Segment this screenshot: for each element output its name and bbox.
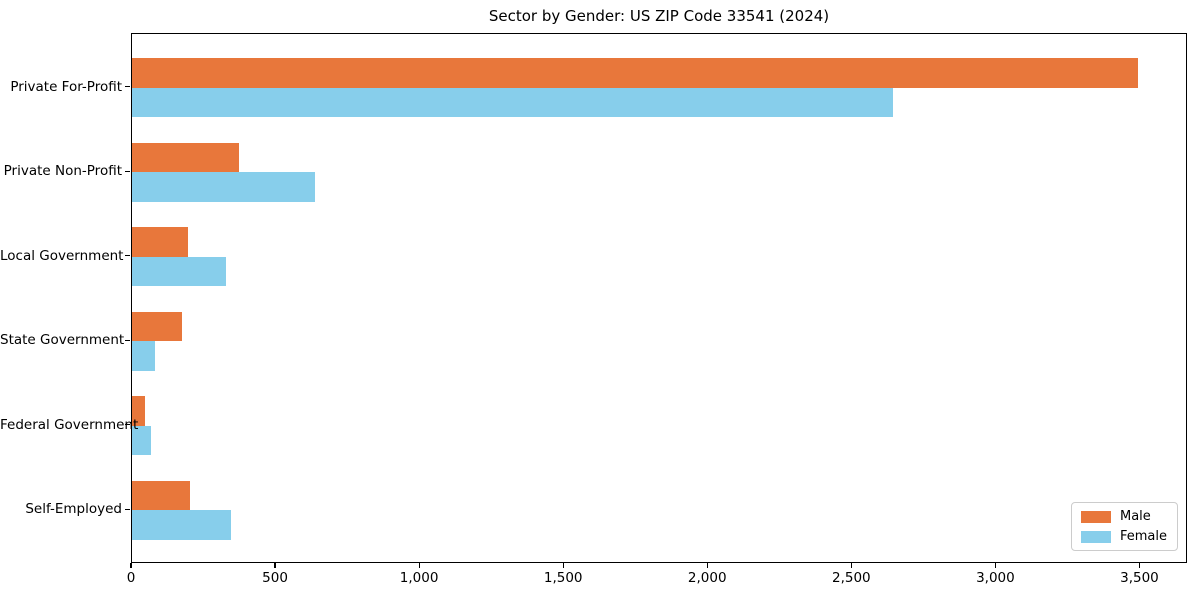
x-tick-mark bbox=[1138, 563, 1141, 568]
bar-male-self-employed bbox=[132, 480, 190, 511]
legend-label-male: Male bbox=[1119, 509, 1151, 524]
x-tick-label: 3,500 bbox=[1120, 570, 1159, 586]
x-tick-mark bbox=[706, 563, 708, 568]
bar-female-self-employed bbox=[132, 510, 232, 540]
bar-male-federal-government bbox=[132, 396, 145, 426]
x-tick-mark bbox=[562, 563, 564, 568]
bar-female-private-non-profit bbox=[132, 172, 315, 202]
x-tick-label: 1,000 bbox=[399, 570, 439, 586]
chart-title: Sector by Gender: US ZIP Code 33541 (202… bbox=[488, 7, 830, 25]
bar-male-state-government bbox=[132, 311, 183, 342]
legend-swatch-male bbox=[1080, 510, 1111, 523]
x-tick-label: 3,000 bbox=[976, 570, 1015, 586]
bar-female-state-government bbox=[132, 341, 156, 371]
y-tick-label-state-government: State Government bbox=[0, 332, 125, 349]
x-tick-label: 1,500 bbox=[543, 570, 583, 586]
y-tick-mark bbox=[125, 86, 130, 88]
y-tick-label-private-non-profit: Private Non-Profit bbox=[3, 163, 122, 180]
x-tick-mark bbox=[994, 563, 996, 568]
legend-swatch-female bbox=[1080, 530, 1111, 543]
bar-female-federal-government bbox=[132, 425, 151, 456]
legend-entry-female: Female bbox=[1080, 529, 1167, 544]
x-tick-label: 2,500 bbox=[831, 570, 871, 586]
y-tick-label-private-for-profit: Private For-Profit bbox=[10, 78, 122, 95]
y-tick-mark bbox=[125, 424, 130, 426]
x-tick-mark bbox=[418, 563, 420, 568]
x-tick-label: 500 bbox=[262, 570, 288, 586]
bar-male-local-government bbox=[132, 227, 189, 257]
x-tick-mark bbox=[850, 563, 852, 568]
y-tick-mark bbox=[125, 339, 130, 341]
y-tick-label-self-employed: Self-Employed bbox=[25, 501, 122, 518]
y-tick-mark bbox=[125, 170, 130, 172]
bar-male-private-non-profit bbox=[132, 142, 239, 173]
y-tick-label-local-government: Local Government bbox=[0, 247, 124, 264]
bar-female-private-for-profit bbox=[132, 87, 893, 118]
legend: Male Female bbox=[1070, 502, 1178, 551]
x-tick-mark bbox=[274, 563, 276, 568]
bar-male-private-for-profit bbox=[132, 58, 1138, 88]
y-tick-mark bbox=[125, 508, 130, 510]
legend-label-female: Female bbox=[1119, 529, 1167, 544]
x-tick-label: 0 bbox=[126, 570, 136, 586]
y-tick-label-federal-government: Federal Government bbox=[0, 416, 139, 433]
x-tick-label: 2,000 bbox=[687, 570, 727, 586]
bar-female-local-government bbox=[132, 256, 226, 287]
y-tick-mark bbox=[125, 255, 130, 257]
legend-entry-male: Male bbox=[1080, 509, 1167, 524]
x-tick-mark bbox=[130, 563, 132, 568]
plot-area: Male Female bbox=[131, 33, 1187, 563]
